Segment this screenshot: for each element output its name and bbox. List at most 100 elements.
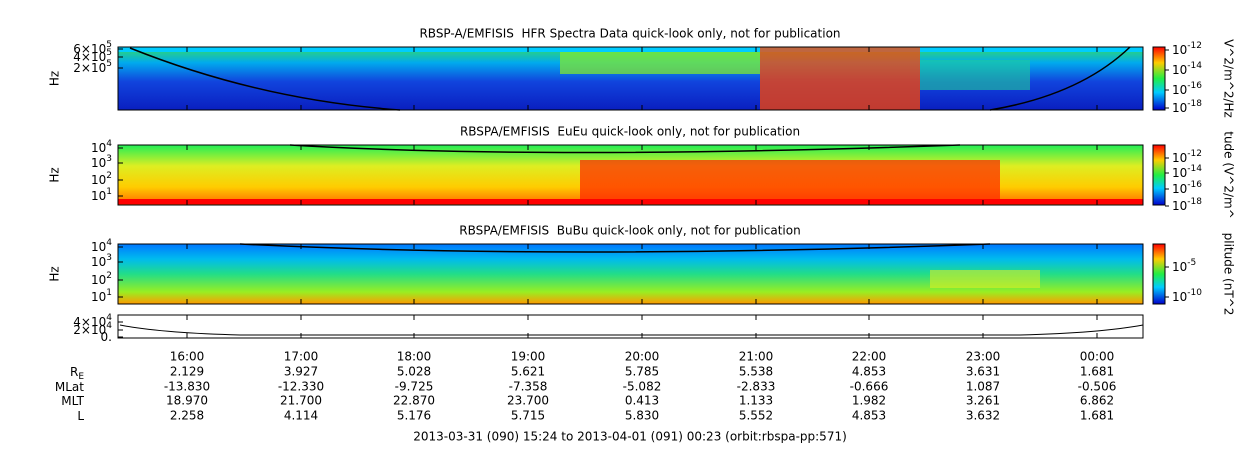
ephemeris-value: 4.853 (852, 409, 886, 423)
ephemeris-label: RE (70, 365, 84, 382)
ephemeris-value: 22.870 (393, 394, 435, 408)
label-exp: 1 (106, 187, 112, 197)
y-tick-label: 101 (91, 187, 112, 203)
label-base: 10 (1172, 182, 1187, 196)
panel-title: RBSPA/EMFISIS EuEu quick-look only, not … (460, 125, 800, 139)
colorbar-tick-label: 10-18 (1172, 197, 1202, 213)
ephemeris-value: 5.621 (511, 365, 545, 379)
panel-frame (117, 243, 1144, 305)
y-tick-label: 4×105 (73, 48, 112, 64)
ephemeris-value: 2.129 (170, 365, 204, 379)
ephemeris-value: -12.330 (278, 380, 324, 394)
colorbar-tick-label: 10-5 (1172, 258, 1196, 274)
colorbar-tick-label: 10-10 (1172, 288, 1202, 304)
label-exp: -16 (1187, 180, 1202, 190)
x-tick-label: 22:00 (852, 350, 887, 364)
label-base: 10 (1172, 151, 1187, 165)
label-base: 10 (91, 273, 106, 287)
ephemeris-value: 4.853 (852, 365, 886, 379)
x-tick-label: 20:00 (625, 350, 660, 364)
ephemeris-label: MLat (55, 380, 84, 394)
y-tick-label: 0. (101, 330, 112, 344)
x-tick-label: 19:00 (511, 350, 546, 364)
ephemeris-value: 6.862 (1080, 394, 1114, 408)
label-base: MLT (61, 394, 84, 408)
label-base: 10 (1172, 43, 1187, 57)
ephemeris-value: -7.358 (509, 380, 548, 394)
label-base: 10 (91, 141, 106, 155)
label-base: 10 (1172, 260, 1187, 274)
ephemeris-value: 23.700 (507, 394, 549, 408)
colorbar (1152, 243, 1166, 305)
y-axis-label: Hz (48, 266, 62, 281)
panel-title: RBSP-A/EMFISIS HFR Spectra Data quick-lo… (419, 27, 840, 41)
ephemeris-value: 5.830 (625, 409, 659, 423)
y-tick-label: 102 (91, 271, 112, 287)
label-exp: 4 (106, 238, 112, 248)
label-base: 10 (91, 290, 106, 304)
label-base: 4×10 (73, 315, 106, 329)
ephemeris-value: -2.833 (737, 380, 776, 394)
panel-frame (117, 314, 1144, 339)
ephemeris-value: 2.258 (170, 409, 204, 423)
label-exp: -16 (1187, 81, 1202, 91)
label-exp: -18 (1187, 197, 1202, 207)
label-base: 6×10 (73, 42, 106, 56)
ephemeris-value: 1.982 (852, 394, 886, 408)
colorbar-label: V^2/m^2/Hz (1222, 39, 1236, 118)
ephemeris-value: 1.681 (1080, 409, 1114, 423)
label-base: 10 (1172, 199, 1187, 213)
label-base: 10 (1172, 290, 1187, 304)
y-tick-label: 2×105 (73, 59, 112, 75)
label-base: 10 (91, 240, 106, 254)
x-tick-label: 16:00 (170, 350, 205, 364)
x-tick-label: 23:00 (966, 350, 1001, 364)
ephemeris-value: 21.700 (280, 394, 322, 408)
x-tick-label: 18:00 (397, 350, 432, 364)
ephemeris-value: 0.413 (625, 394, 659, 408)
label-exp: -14 (1187, 164, 1202, 174)
label-exp: -12 (1187, 149, 1202, 159)
label-exp: -5 (1187, 258, 1196, 268)
y-tick-label: 102 (91, 171, 112, 187)
colorbar-tick-label: 10-18 (1172, 99, 1202, 115)
x-tick-label: 17:00 (284, 350, 319, 364)
label-base: R (70, 365, 78, 379)
ephemeris-value: 3.261 (966, 394, 1000, 408)
x-tick-label: 00:00 (1080, 350, 1115, 364)
colorbar-tick-label: 10-12 (1172, 41, 1202, 57)
ephemeris-value: -0.506 (1078, 380, 1117, 394)
label-exp: 4 (106, 313, 112, 323)
label-base: MLat (55, 380, 84, 394)
ephemeris-value: 1.681 (1080, 365, 1114, 379)
ephemeris-value: 3.632 (966, 409, 1000, 423)
label-base: 10 (91, 255, 106, 269)
label-base: 10 (91, 189, 106, 203)
ephemeris-value: 5.028 (397, 365, 431, 379)
ephemeris-label: MLT (61, 394, 84, 408)
label-base: L (77, 409, 84, 423)
colorbar-tick-label: 10-14 (1172, 61, 1202, 77)
colorbar-tick-label: 10-16 (1172, 81, 1202, 97)
label-base: 0. (101, 330, 112, 344)
label-exp: 2 (106, 171, 112, 181)
colorbar-tick-label: 10-14 (1172, 164, 1202, 180)
label-exp: 5 (106, 59, 112, 69)
label-exp: -10 (1187, 288, 1202, 298)
colorbar-tick-label: 10-16 (1172, 180, 1202, 196)
colorbar (1152, 46, 1166, 111)
ephemeris-value: 5.552 (739, 409, 773, 423)
ephemeris-value: 5.538 (739, 365, 773, 379)
label-exp: 5 (106, 40, 112, 50)
label-exp: 4 (106, 321, 112, 331)
colorbar-label: plitude (nT^2 (1222, 233, 1236, 316)
y-tick-label: 103 (91, 154, 112, 170)
ephemeris-value: 3.927 (284, 365, 318, 379)
ephemeris-value: 3.631 (966, 365, 1000, 379)
label-base: 10 (1172, 63, 1187, 77)
y-tick-label: 101 (91, 288, 112, 304)
y-tick-label: 2×104 (73, 321, 112, 337)
ephemeris-value: 18.970 (166, 394, 208, 408)
label-exp: -14 (1187, 61, 1202, 71)
label-sub: E (78, 372, 84, 382)
